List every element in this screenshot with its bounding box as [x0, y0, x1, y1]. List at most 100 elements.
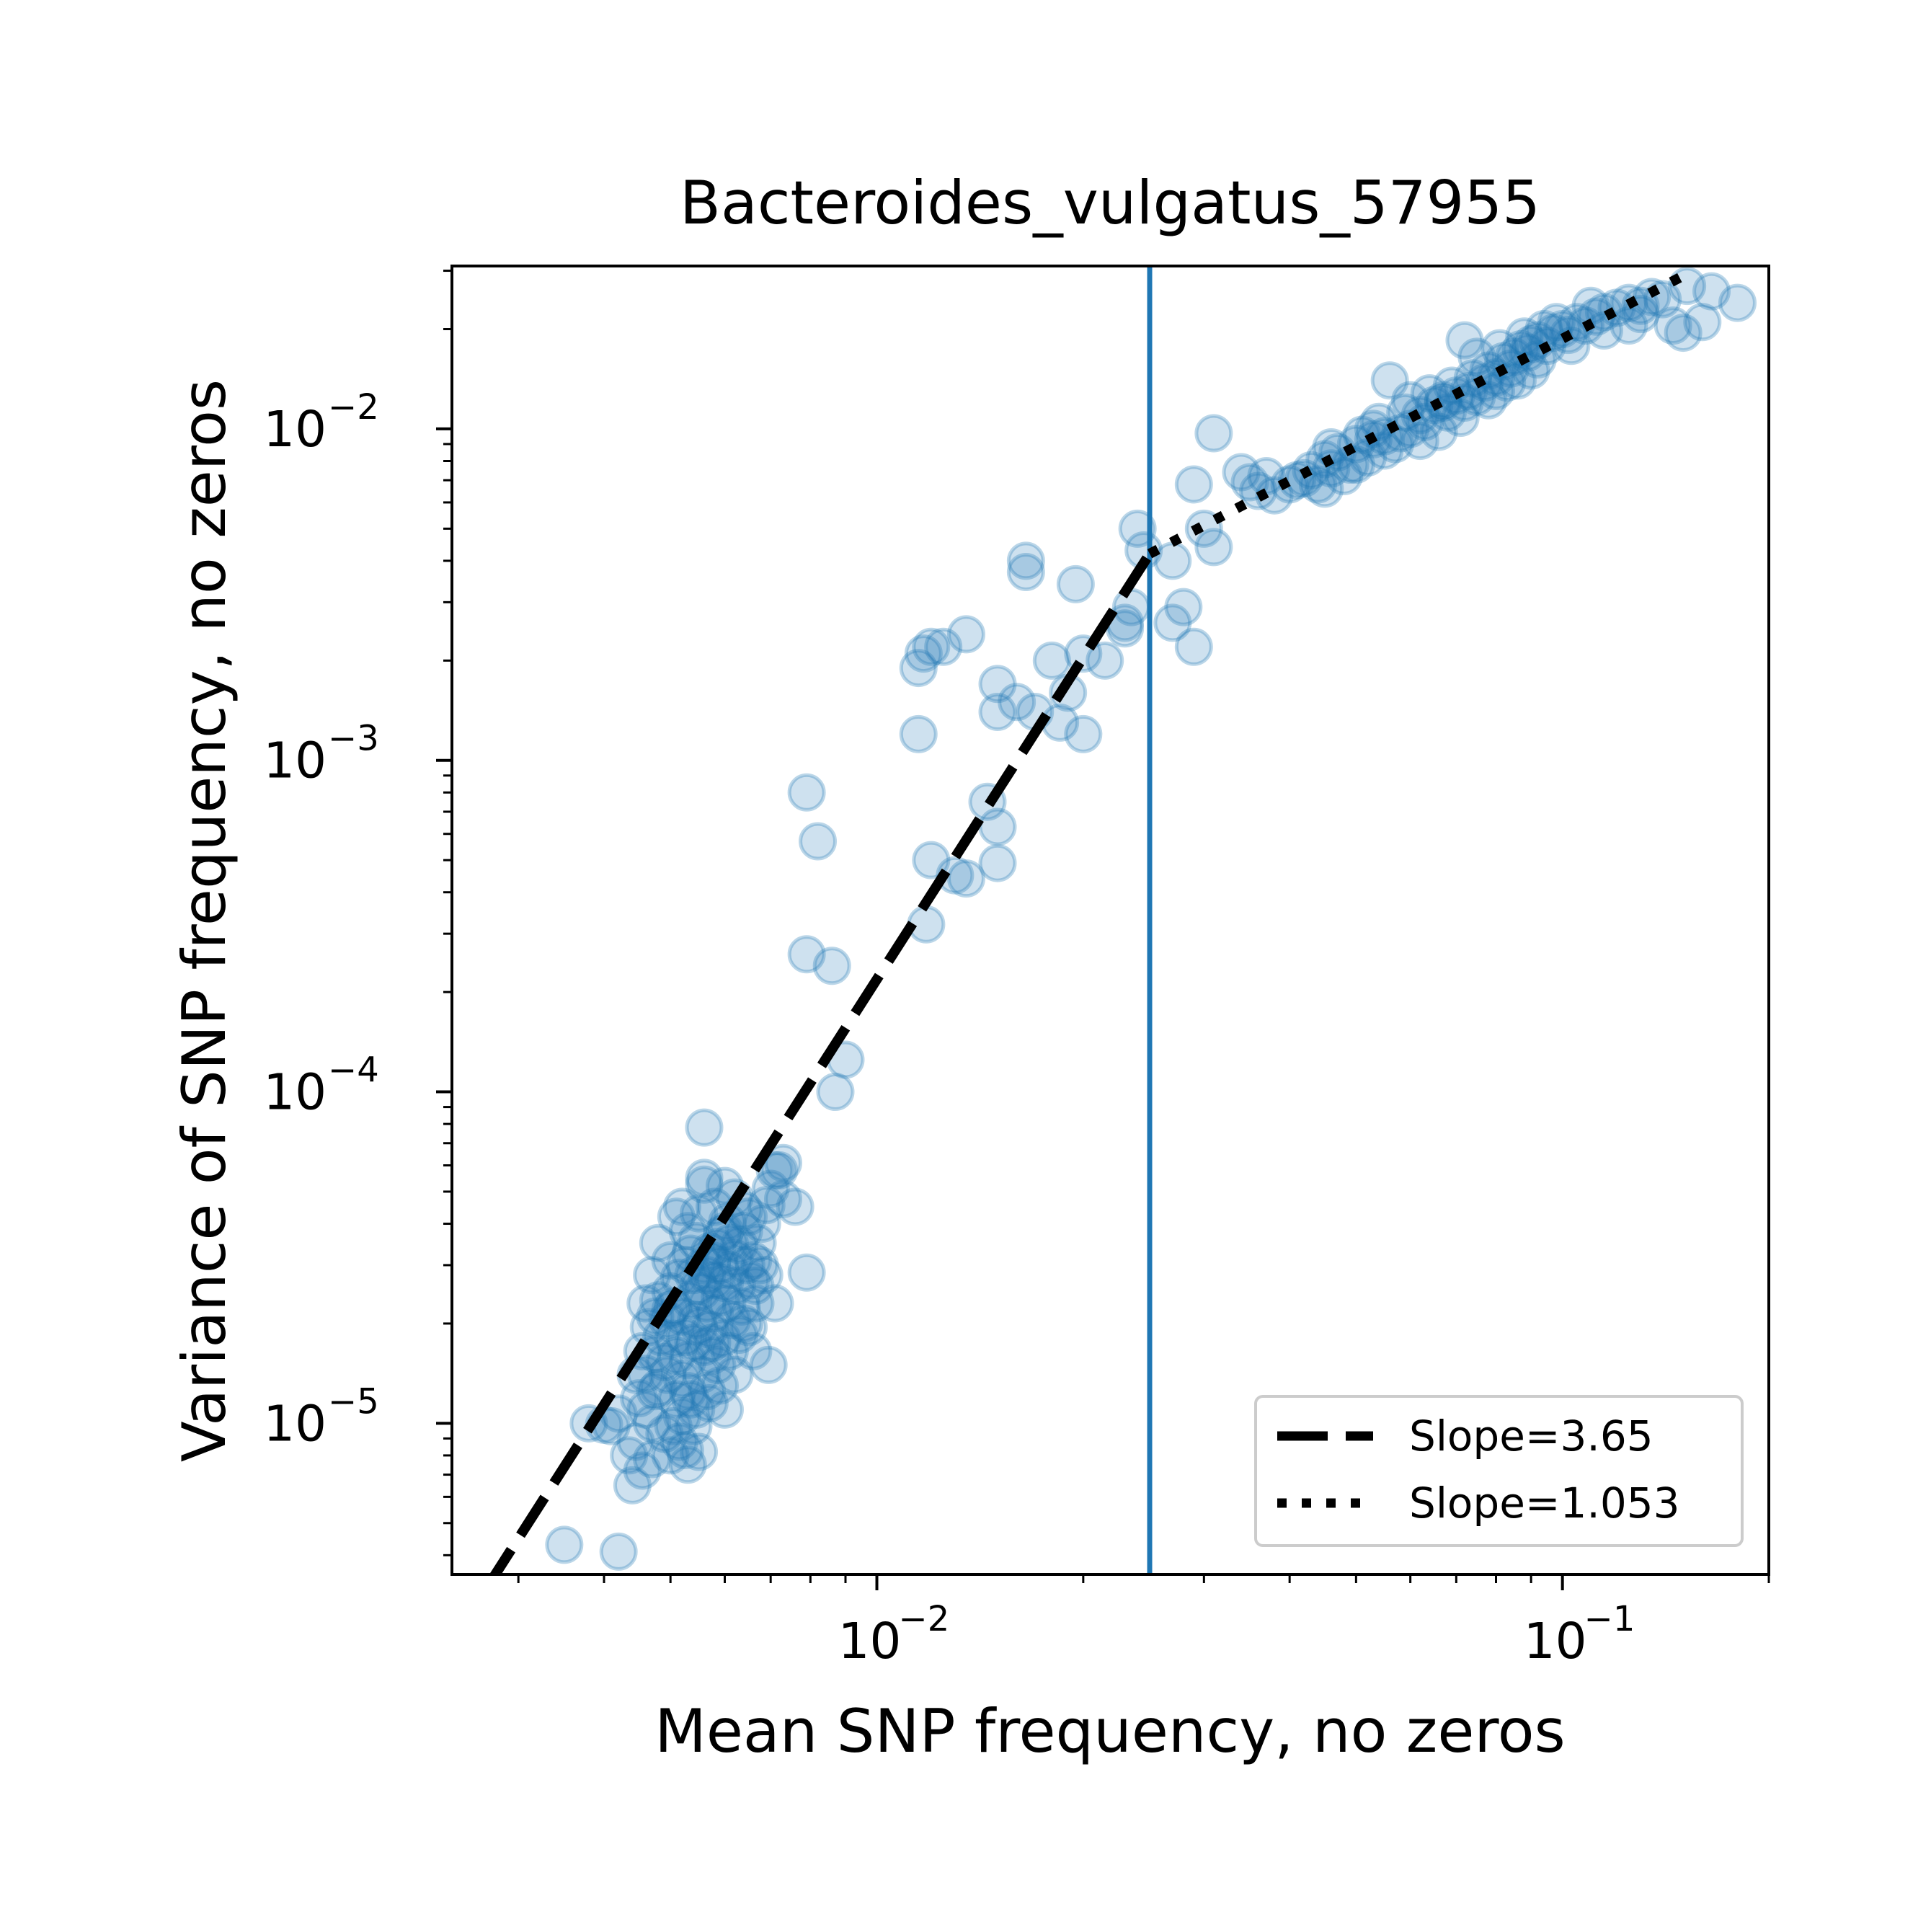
- scatter-point: [648, 1355, 687, 1394]
- scatter-point: [1495, 337, 1534, 376]
- scatter-point: [720, 1226, 759, 1264]
- scatter-point: [1683, 303, 1722, 342]
- scatter-point: [924, 627, 963, 666]
- scatter-point: [1476, 372, 1515, 411]
- scatter-point: [742, 1205, 781, 1244]
- scatter-point: [1501, 329, 1540, 368]
- y-axis-label: Variance of SNP frequency, no zeros: [169, 379, 239, 1462]
- scatter-point: [1006, 552, 1045, 591]
- scatter-point: [645, 1342, 684, 1381]
- scatter-point: [1453, 359, 1492, 398]
- scatter-point: [645, 1414, 684, 1453]
- scatter-point: [662, 1360, 701, 1399]
- scatter-point: [978, 693, 1017, 732]
- scatter-point: [674, 1324, 713, 1362]
- scatter-point: [685, 1158, 724, 1197]
- scatter-point: [1194, 528, 1233, 567]
- scatter-point: [1537, 303, 1576, 342]
- scatter-point: [978, 843, 1017, 882]
- scatter-point: [1419, 412, 1458, 451]
- scatter-point: [703, 1319, 742, 1358]
- legend: Slope=3.65 Slope=1.053: [1254, 1395, 1744, 1547]
- scatter-point: [1610, 306, 1648, 345]
- scatter-point: [1441, 399, 1480, 438]
- scatter-point: [1174, 627, 1213, 666]
- chart-title: Bacteroides_vulgatus_57955: [680, 168, 1540, 238]
- scatter-point: [657, 1197, 696, 1236]
- legend-label-dashed: Slope=3.65: [1409, 1412, 1653, 1461]
- scatter-point: [1153, 603, 1192, 642]
- scatter-point: [677, 1300, 716, 1339]
- scatter-point: [946, 615, 985, 654]
- scatter-point: [946, 859, 985, 898]
- scatter-point: [1006, 541, 1045, 580]
- scatter-point: [1324, 457, 1363, 496]
- scatter-point: [812, 947, 851, 985]
- scatter-point: [1365, 431, 1404, 470]
- scatter-point: [680, 1307, 719, 1346]
- scatter-point: [660, 1422, 698, 1461]
- y-tick-exponent: −3: [328, 719, 379, 759]
- scatter-point: [1194, 414, 1233, 453]
- scatter-point: [1400, 396, 1439, 435]
- x-tick-exponent: −2: [899, 1599, 950, 1639]
- scatter-point: [657, 1337, 696, 1375]
- scatter-point: [690, 1383, 729, 1422]
- scatter-point: [682, 1355, 721, 1394]
- scatter-point: [626, 1390, 665, 1429]
- fit-lines: [489, 266, 1695, 1574]
- scatter-point: [688, 1372, 727, 1411]
- scatter-point: [1400, 422, 1439, 461]
- scatter-point: [545, 1525, 584, 1564]
- scatter-point: [1222, 453, 1261, 492]
- scatter-point: [710, 1251, 749, 1290]
- scatter-point: [1584, 293, 1623, 332]
- scatter-point: [1064, 714, 1103, 753]
- scatter-point: [657, 1380, 696, 1419]
- scatter-point: [680, 1194, 719, 1233]
- scatter-point: [1292, 451, 1331, 489]
- scatter-point: [724, 1304, 763, 1343]
- scatter-point: [610, 1436, 649, 1475]
- scatter-point: [1445, 321, 1484, 360]
- scatter-point: [816, 1073, 855, 1112]
- scatter-point: [1653, 306, 1692, 345]
- scatter-point: [912, 627, 951, 666]
- y-tick-exponent: −5: [328, 1381, 379, 1422]
- scatter-point: [668, 1372, 707, 1411]
- scatter-point: [998, 683, 1036, 722]
- scatter-point: [717, 1267, 756, 1306]
- scatter-point: [1718, 283, 1757, 322]
- scatter-point: [701, 1246, 740, 1285]
- scatter-point: [613, 1466, 652, 1505]
- scatter-point: [912, 841, 951, 879]
- fit-line-dotted: [1147, 266, 1695, 559]
- y-axis: 10−510−410−310−2: [263, 270, 452, 1556]
- scatter-point: [616, 1422, 655, 1461]
- scatter-point: [620, 1379, 659, 1418]
- scatter-point: [639, 1368, 678, 1407]
- scatter-point: [693, 1337, 732, 1375]
- scatter-point: [599, 1532, 638, 1571]
- scatter-point: [693, 1324, 732, 1362]
- x-tick-exponent: −1: [1584, 1599, 1635, 1639]
- scatter-point: [1164, 588, 1203, 626]
- y-tick-label: 10: [263, 732, 327, 790]
- scatter-point: [720, 1316, 759, 1355]
- x-tick-label: 10: [1524, 1613, 1587, 1670]
- scatter-point: [665, 1431, 704, 1470]
- scatter-point: [729, 1308, 768, 1347]
- scatter-point: [668, 1341, 707, 1380]
- scatter-point: [636, 1372, 675, 1411]
- scatter-point: [776, 1187, 814, 1226]
- scatter-point: [1424, 384, 1462, 422]
- scatter-point: [1174, 465, 1213, 504]
- scatter-point: [639, 1223, 678, 1262]
- scatter-point: [654, 1406, 693, 1445]
- scatter-point: [671, 1380, 710, 1419]
- scatter-point: [1056, 564, 1095, 603]
- scatter-point: [747, 1186, 786, 1225]
- scatter-point: [738, 1223, 777, 1262]
